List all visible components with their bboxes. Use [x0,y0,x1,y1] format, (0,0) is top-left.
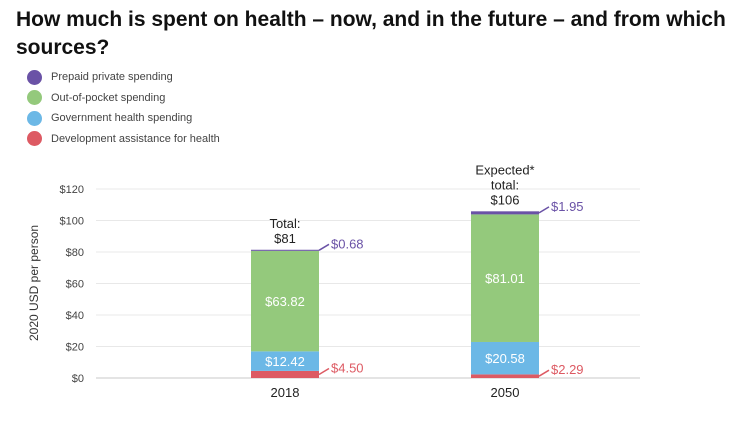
bar-segment-dah [251,370,319,378]
callout-line-dah [318,367,330,376]
callout-label-dah: $2.29 [551,362,584,377]
bar-segment-gov [471,341,539,375]
bar-segment-oop [251,250,319,352]
total-label: Total: [269,216,300,231]
legend-label-prepaid: Prepaid private spending [51,71,173,84]
bar-segment-dah [471,374,539,378]
legend-item-prepaid: Prepaid private spending [27,67,220,88]
total-label: $81 [274,231,296,246]
y-tick-label: $80 [66,247,84,259]
legend-item-development-assistance: Development assistance for health [27,129,220,150]
bar-label-oop: $81.01 [485,271,525,286]
callout-label-dah: $4.50 [331,360,364,375]
bar-segment-prepaid [251,249,319,251]
total-label: $106 [491,192,520,207]
legend: Prepaid private spending Out-of-pocket s… [27,67,220,149]
callout-line-prepaid [318,243,330,251]
y-tick-label: $60 [66,279,84,291]
legend-swatch-government [27,110,42,126]
total-label: Expected* [475,162,534,177]
bar-label-oop: $63.82 [265,294,305,309]
callout-line-prepaid [538,206,550,214]
y-tick-label: $120 [60,184,84,196]
callout-line-dah [538,369,550,377]
y-tick-label: $40 [66,310,84,322]
x-category-label: 2018 [271,385,300,400]
x-category-label: 2050 [491,385,520,400]
legend-item-government: Government health spending [27,108,220,129]
chart-title: How much is spent on health – now, and i… [16,8,726,59]
bar-label-gov: $12.42 [265,354,305,369]
y-tick-label: $0 [72,373,84,385]
bar-segment-gov [251,351,319,371]
total-label: total: [491,177,519,192]
legend-item-out-of-pocket: Out-of-pocket spending [27,88,220,109]
legend-swatch-out-of-pocket [27,90,42,106]
callout-label-prepaid: $1.95 [551,199,584,214]
callout-label-prepaid: $0.68 [331,236,364,251]
legend-label-development-assistance: Development assistance for health [51,132,220,145]
y-tick-label: $20 [66,342,84,354]
y-axis-label: 2020 USD per person [27,225,41,341]
bar-label-gov: $20.58 [485,351,525,366]
legend-label-government: Government health spending [51,112,193,125]
legend-swatch-prepaid [27,69,42,85]
bar-segment-oop [471,214,539,342]
legend-swatch-development-assistance [27,131,42,147]
y-tick-label: $100 [60,216,84,228]
legend-label-out-of-pocket: Out-of-pocket spending [51,91,166,104]
bar-segment-prepaid [471,211,539,215]
